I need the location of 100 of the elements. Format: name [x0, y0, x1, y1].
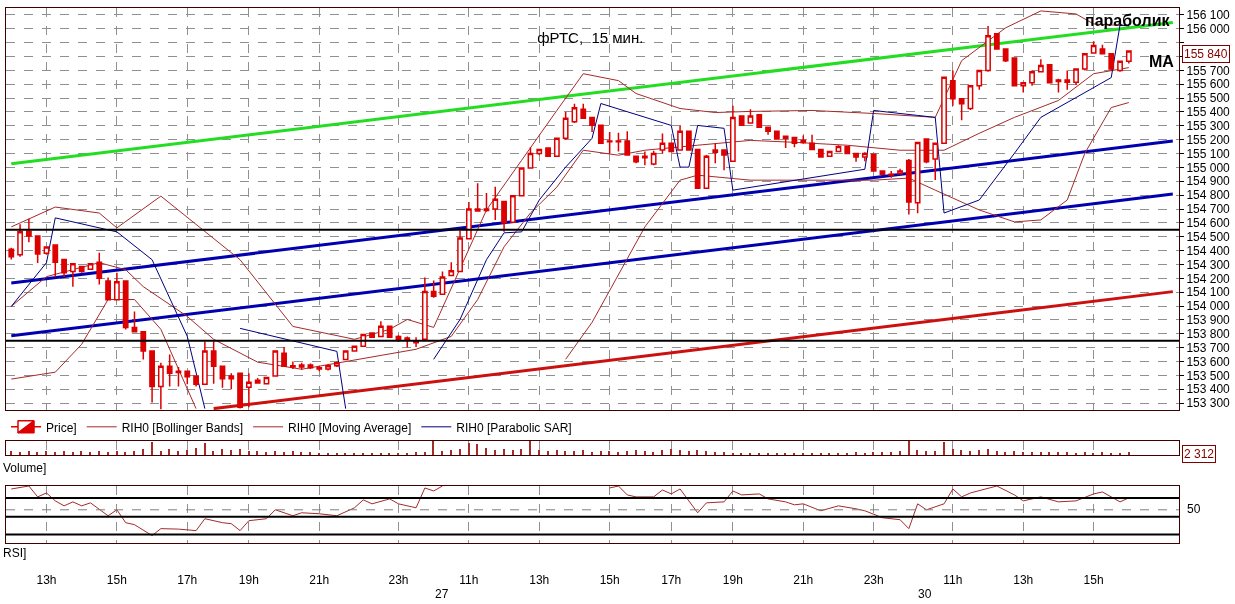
bar [309, 452, 311, 455]
candlestick [289, 360, 296, 370]
candlestick [562, 111, 569, 141]
candlestick [747, 108, 754, 125]
bar [705, 451, 707, 455]
y-tick-label: 153 800 [1186, 326, 1231, 341]
x-tick-label: 21h [793, 573, 814, 588]
candlestick [421, 276, 428, 341]
bar [221, 449, 223, 455]
bar [978, 450, 980, 455]
candlestick [518, 166, 525, 198]
y-tick-label: 154 900 [1186, 174, 1231, 189]
candlestick [738, 114, 745, 127]
bar [591, 452, 593, 455]
y-tick-label: 155 200 [1186, 132, 1231, 147]
bar [714, 452, 716, 455]
y-tick-label: 154 400 [1186, 243, 1231, 258]
candlestick [245, 372, 252, 408]
x-tick-label: 13h [529, 573, 550, 588]
y-tick-label: 153 500 [1186, 368, 1231, 383]
y-tick-label: 153 700 [1186, 340, 1231, 355]
bar [204, 443, 206, 455]
candlestick [1055, 77, 1062, 94]
bar [28, 451, 30, 455]
bar [969, 451, 971, 455]
bar [476, 444, 478, 455]
candlestick [606, 131, 613, 155]
candlestick [272, 349, 279, 378]
bar [520, 449, 522, 455]
candlestick [201, 340, 208, 386]
candlestick [448, 261, 455, 277]
candlestick [914, 141, 921, 214]
bar [248, 451, 250, 455]
candlestick [817, 147, 824, 159]
candlestick [1046, 63, 1053, 85]
candlestick [430, 279, 437, 299]
candlestick [685, 129, 692, 152]
bar [45, 451, 47, 455]
annotation: MA [1149, 53, 1175, 70]
bar [644, 451, 646, 455]
bar [564, 451, 566, 455]
x-tick-label: 21h [309, 573, 330, 588]
x-tick-label: 23h [388, 573, 409, 588]
candlestick [237, 371, 243, 410]
y-tick-label: 153 300 [1186, 396, 1231, 411]
bar [186, 450, 188, 455]
candlestick [1002, 47, 1009, 63]
candlestick [1117, 59, 1123, 73]
candlestick [905, 158, 912, 216]
y-tick-label: 154 300 [1186, 257, 1231, 272]
bar [72, 452, 74, 455]
bar [899, 451, 901, 455]
candlestick [580, 102, 587, 120]
bar [107, 452, 109, 455]
bar [1004, 452, 1006, 455]
y-tick-label: 155 100 [1186, 146, 1231, 161]
y-tick-label: 154 200 [1186, 271, 1231, 286]
y-tick-label: 156 100 [1186, 8, 1231, 23]
candlestick [509, 194, 516, 224]
candlestick [826, 150, 833, 158]
bar [934, 451, 936, 455]
candlestick [597, 123, 604, 145]
candlestick [765, 125, 771, 136]
bar [1084, 452, 1086, 455]
y-tick-label: 154 800 [1186, 188, 1231, 203]
candlestick [193, 374, 199, 388]
candlestick [1090, 40, 1097, 55]
y-tick-label: 153 400 [1186, 382, 1231, 397]
bar [19, 452, 21, 455]
bar [432, 441, 434, 455]
bar [142, 449, 144, 455]
candlestick [492, 186, 499, 221]
candlestick [633, 154, 639, 165]
y-tick-label: 155 600 [1186, 77, 1231, 92]
candlestick [870, 152, 877, 173]
bar [626, 451, 628, 455]
bar [1048, 452, 1050, 455]
bar [160, 451, 162, 455]
bar [1101, 452, 1103, 455]
bar [872, 452, 874, 455]
candlestick [210, 340, 217, 385]
candlestick [897, 168, 903, 176]
x-tick-label: 19h [722, 573, 743, 588]
candlestick [545, 146, 551, 158]
candlestick [386, 324, 393, 339]
y-tick-label: 153 600 [1186, 354, 1231, 369]
candlestick [624, 130, 631, 157]
x-tick-label: 17h [177, 573, 198, 588]
x-tick-label: 11h [943, 573, 963, 588]
bar [723, 452, 725, 455]
bar [890, 452, 892, 455]
bar [450, 450, 452, 455]
line-series [565, 102, 1130, 360]
legend-label: Price] [46, 420, 77, 435]
candlestick [298, 362, 305, 371]
candlestick [140, 330, 147, 361]
line-series [10, 217, 206, 410]
bar [556, 450, 558, 455]
bar [10, 451, 12, 455]
candlestick [325, 363, 331, 372]
